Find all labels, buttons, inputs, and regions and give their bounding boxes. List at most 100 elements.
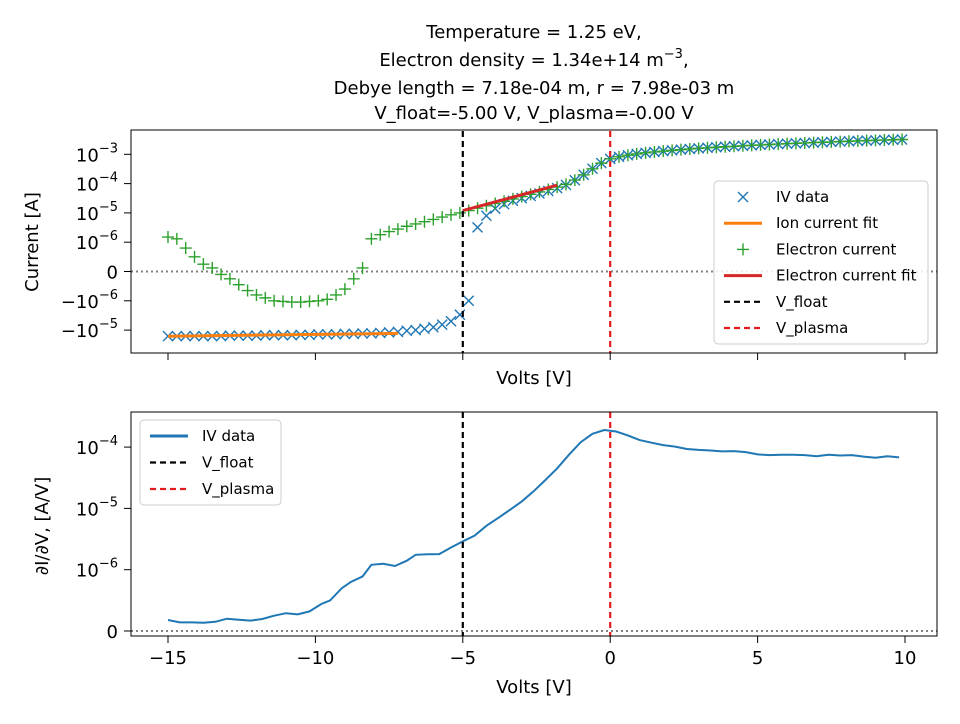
electron-current-point [436,211,449,224]
iv-data-point [472,221,484,233]
top-plot-marks [131,131,937,353]
y-tick-label: 10−5 [76,200,118,225]
y-tick-label: −10−6 [61,288,118,313]
electron-current-point [356,261,369,274]
electron-current-point [666,144,679,157]
x-tick-label: −5 [450,648,477,669]
top-axes-frame [130,129,938,354]
electron-current-point [391,223,404,236]
electron-current-point [374,228,387,241]
bottom-x-axis-label: Volts [V] [496,677,571,698]
y-tick-label: 0 [107,263,118,284]
legend-label-v-float: V_float [202,454,254,473]
title-line-2: Electron density = 1.34e+14 m−3, [379,47,688,71]
x-tick-label: 0 [604,648,615,669]
electron-current-fit-line [462,183,558,213]
electron-current-point [347,272,360,285]
iv-data-point [480,210,492,222]
electron-current-point [621,149,634,162]
electron-current-point [613,150,626,163]
electron-current-point [179,242,192,255]
electron-current-point [559,178,572,191]
top-y-axis-label: Current [A] [22,192,43,292]
legend-frame [139,419,282,506]
iv-data-point [401,325,413,337]
iv-data-point [463,295,475,307]
title-exponent: −3 [664,47,683,62]
bottom-plot-marks [131,412,937,636]
top-x-axis-label: Volts [V] [496,368,571,389]
electron-current-point [338,283,351,296]
electron-current-point [639,146,652,159]
electron-current-point [648,145,661,158]
electron-current-point [427,213,440,226]
iv-data-point [445,315,457,327]
top-x-ticks [167,353,906,360]
legend-handle-iv-data [737,191,749,203]
x-tick-label: −15 [149,648,187,669]
electron-current-point [250,288,263,301]
x-tick-label: 10 [894,648,917,669]
electron-current-point [241,284,254,297]
electron-current-point [259,291,272,304]
bottom-y-axis-label: ∂I/∂V, [A/V] [32,477,53,575]
electron-current-point [206,261,219,274]
electron-current-point [321,293,334,306]
y-tick-label: 10−6 [76,557,118,582]
electron-current-point [365,232,378,245]
electron-current-point [232,278,245,291]
electron-current-point [657,145,670,158]
electron-current-point [223,272,236,285]
legend-handle-electron-current [737,243,749,256]
electron-current-point [577,168,590,181]
y-tick-label: −10−5 [61,317,118,342]
bottom-panel: 10−4 10−5 10−6 0 −15 −10 −5 0 5 10 Volts [V] ∂I/… [32,411,938,698]
electron-current-point [330,288,343,301]
iv-data-point [427,321,439,333]
ion-current-fit-line [167,331,398,338]
electron-current-point [312,294,325,307]
x-tick-label: 5 [752,648,763,669]
electron-current-point [568,174,581,187]
legend-label-iv-data: IV data [776,188,829,206]
title-line-4: V_float=-5.00 V, V_plasma=-0.00 V [374,103,694,124]
top-panel: 10−3 10−4 10−5 10−6 0 −10−6 −10−5 Volts [V] Cu… [22,129,938,389]
electron-current-point [170,232,183,245]
legend-label-v-plasma: V_plasma [776,319,848,338]
y-tick-label: 10−5 [76,495,118,520]
y-tick-label: 0 [107,622,118,643]
legend-frame [713,180,929,345]
title-line-1: Temperature = 1.25 eV, [425,22,641,43]
electron-current-point [197,258,210,271]
electron-current-point [445,208,458,221]
y-tick-label: 10−3 [76,141,118,166]
electron-current-markers [162,133,909,309]
electron-current-point [630,147,643,160]
y-tick-label: 10−6 [76,229,118,254]
bottom-y-ticks: 10−4 10−5 10−6 0 [76,434,131,643]
electron-current-point [188,250,201,263]
electron-current-point [400,220,413,233]
iv-data-line [167,428,900,624]
y-tick-label: 10−4 [76,434,118,459]
electron-current-point [896,133,909,146]
legend-label-ion-current-fit: Ion current fit [776,214,878,232]
legend-label-electron-current-fit: Electron current fit [776,267,917,285]
top-legend: IV data Ion current fit Electron current El… [713,180,929,345]
legend-label-v-float: V_float [776,293,828,312]
iv-data-point [392,326,404,338]
y-tick-label: 10−4 [76,171,118,196]
electron-current-point [595,157,608,170]
electron-current-point [383,225,396,238]
legend-label-iv-data: IV data [202,427,255,445]
electron-current-point [215,268,228,281]
bottom-axes-frame [130,411,938,637]
figure-title: Temperature = 1.25 eV, Electron density … [334,22,735,124]
iv-data-point [436,319,448,331]
electron-current-point [418,215,431,228]
iv-data-point [410,324,422,336]
electron-current-point [162,231,174,244]
bottom-legend: IV data V_float V_plasma [139,419,282,506]
iv-data-point [418,323,430,335]
